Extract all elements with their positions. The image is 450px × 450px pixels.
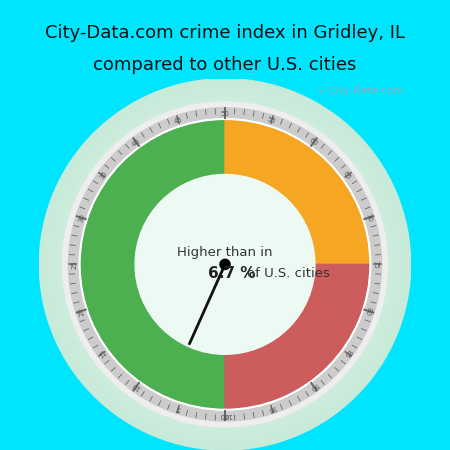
Circle shape	[168, 207, 282, 321]
Circle shape	[216, 255, 234, 274]
Wedge shape	[225, 265, 370, 410]
Wedge shape	[80, 119, 225, 410]
Text: 50: 50	[220, 111, 230, 117]
Circle shape	[220, 259, 230, 270]
Circle shape	[206, 245, 244, 284]
Text: 95: 95	[266, 404, 277, 412]
Circle shape	[111, 150, 339, 378]
Text: 100: 100	[218, 412, 232, 418]
Text: of U.S. cities: of U.S. cities	[247, 266, 330, 279]
Circle shape	[101, 140, 349, 388]
Circle shape	[211, 250, 239, 279]
Circle shape	[120, 160, 330, 369]
Wedge shape	[68, 108, 382, 421]
Circle shape	[116, 155, 334, 374]
Text: 5: 5	[176, 404, 181, 411]
Text: 90: 90	[308, 381, 319, 392]
Circle shape	[40, 79, 410, 450]
Circle shape	[197, 236, 253, 293]
Circle shape	[187, 226, 263, 302]
Circle shape	[182, 221, 268, 307]
Circle shape	[140, 179, 310, 350]
Text: 60: 60	[308, 137, 319, 148]
Circle shape	[135, 175, 315, 354]
Circle shape	[125, 164, 325, 364]
Text: 45: 45	[173, 117, 184, 125]
Text: ⚲ City-Data.com: ⚲ City-Data.com	[318, 86, 403, 96]
Text: 85: 85	[342, 348, 352, 358]
Text: 40: 40	[131, 137, 142, 148]
Circle shape	[106, 145, 344, 383]
Circle shape	[149, 188, 301, 341]
Circle shape	[87, 126, 363, 402]
Circle shape	[158, 198, 292, 331]
Circle shape	[77, 117, 373, 412]
Circle shape	[73, 112, 377, 417]
Circle shape	[192, 231, 258, 298]
Text: 80: 80	[364, 306, 373, 316]
Text: 6.7 %: 6.7 %	[207, 266, 255, 281]
Circle shape	[92, 131, 358, 398]
Circle shape	[82, 122, 368, 407]
Text: 0: 0	[223, 412, 227, 418]
Circle shape	[63, 103, 387, 426]
Circle shape	[54, 93, 396, 436]
Text: 15: 15	[98, 348, 108, 358]
Circle shape	[173, 212, 277, 317]
Text: 75: 75	[373, 260, 379, 269]
Circle shape	[220, 260, 230, 269]
Wedge shape	[63, 102, 387, 427]
Text: 65: 65	[342, 171, 352, 181]
Text: compared to other U.S. cities: compared to other U.S. cities	[93, 55, 357, 73]
Circle shape	[135, 174, 315, 355]
Circle shape	[68, 107, 382, 422]
Text: 70: 70	[364, 212, 373, 223]
Circle shape	[96, 136, 354, 393]
Text: Higher than in: Higher than in	[177, 246, 273, 259]
Circle shape	[201, 241, 249, 288]
Text: 55: 55	[266, 117, 277, 125]
Text: 20: 20	[77, 306, 86, 316]
Text: 10: 10	[131, 381, 142, 392]
Text: City-Data.com crime index in Gridley, IL: City-Data.com crime index in Gridley, IL	[45, 24, 405, 42]
Circle shape	[177, 217, 273, 312]
Circle shape	[144, 184, 306, 345]
Circle shape	[163, 202, 287, 326]
Circle shape	[58, 98, 392, 431]
Wedge shape	[79, 119, 371, 410]
Circle shape	[153, 193, 297, 336]
Text: 25: 25	[71, 260, 77, 269]
Text: 35: 35	[98, 171, 108, 181]
Text: 30: 30	[77, 212, 86, 223]
Circle shape	[130, 169, 320, 360]
Circle shape	[44, 84, 406, 445]
Circle shape	[49, 88, 401, 441]
Wedge shape	[225, 119, 370, 265]
